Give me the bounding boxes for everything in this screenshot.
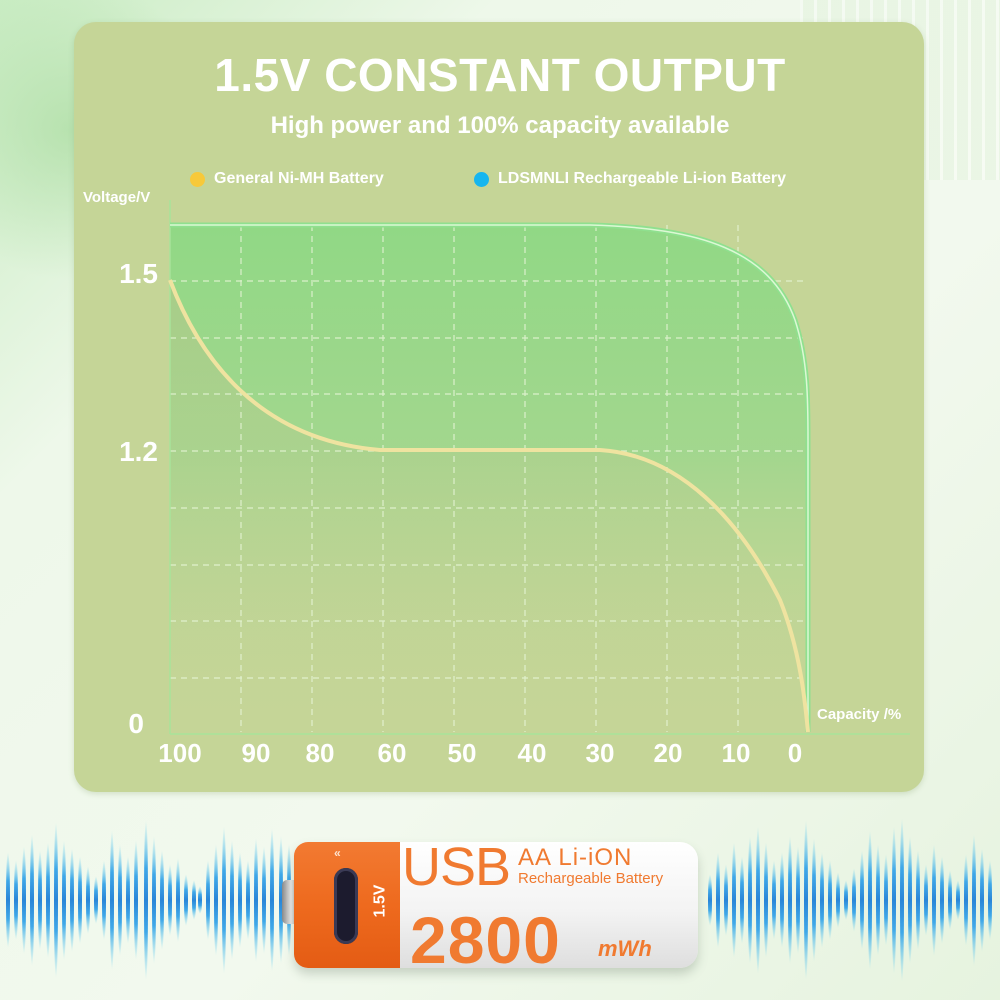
x-axis-label: Capacity /% [817,706,902,723]
x-tick: 60 [377,738,407,768]
legend-label: LDSMNLI Rechargeable Li-ion Battery [498,170,787,187]
x-tick: 10 [721,738,751,768]
x-tick: 40 [517,738,547,768]
y-axis-label: Voltage/V [83,189,151,206]
x-tick: 50 [447,738,477,768]
legend-item-liion: LDSMNLI Rechargeable Li-ion Battery [474,170,786,188]
battery-type-text: AA Li-iON [518,844,633,871]
page-title: 1.5V CONSTANT OUTPUT [214,49,786,101]
battery-cap: « 1.5V [294,842,400,968]
yellow-dot-icon [190,171,205,187]
chevron-icon: « [334,846,341,860]
battery-usb-text: USB [402,837,511,897]
blue-dot-icon [474,171,489,187]
x-tick: 20 [653,738,683,768]
usb-c-port-icon [334,868,358,944]
x-tick: 80 [305,738,335,768]
x-tick: 90 [241,738,271,768]
battery-capacity: 2800 [410,903,561,977]
y-tick: 1.2 [119,436,158,467]
battery-voltage: 1.5V [371,884,389,918]
battery-description: Rechargeable Battery [518,870,664,887]
battery-product-image: « 1.5V USB AA Li-iON Rechargeable Batter… [282,837,700,978]
x-tick: 0 [787,738,803,768]
legend-item-nimh: General Ni-MH Battery [190,170,384,188]
x-tick: 30 [585,738,615,768]
y-tick: 1.5 [119,258,158,289]
battery-capacity-unit: mWh [598,936,652,961]
legend-label: General Ni-MH Battery [214,170,384,187]
x-tick: 100 [158,738,202,768]
y-tick: 0 [128,708,144,739]
page-subtitle: High power and 100% capacity available [270,112,730,139]
